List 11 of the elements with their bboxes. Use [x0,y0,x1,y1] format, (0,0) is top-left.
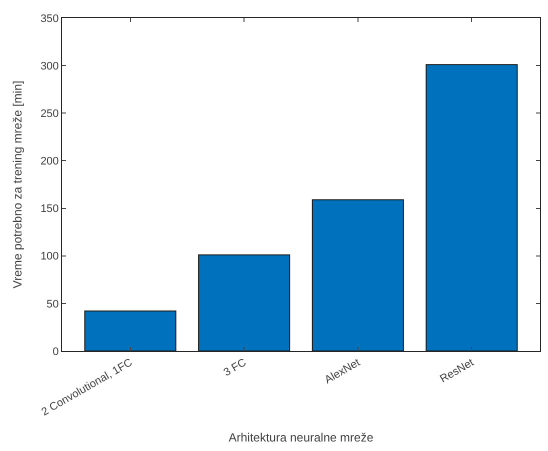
y-tick-label: 350 [40,12,59,25]
y-tick-label: 0 [52,346,59,358]
x-tick-label: 3 FC [222,356,248,379]
y-tick-label: 100 [40,250,59,263]
y-tick-label: 200 [40,156,59,168]
y-tick-label: 300 [40,60,59,72]
y-tick-label: 150 [40,203,59,216]
x-axis-title: Arhitektura neuralne mreže [228,430,374,444]
y-axis-title: Vreme potrebno za trening mreže [min] [10,80,25,288]
y-tick-label: 250 [40,108,59,120]
y-tick-label: 50 [46,298,59,310]
